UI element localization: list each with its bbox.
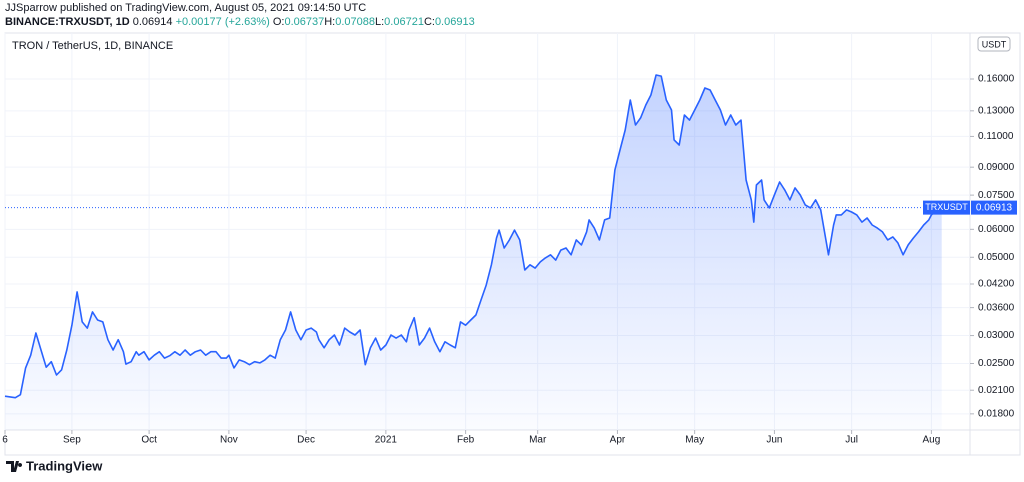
- logo-text: TradingView: [26, 458, 103, 473]
- y-tick-label: 0.01800: [978, 408, 1015, 419]
- symbol: BINANCE:TRXUSDT, 1D: [5, 16, 130, 28]
- y-tick-label: 0.04200: [978, 279, 1015, 290]
- symbol-line: BINANCE:TRXUSDT, 1D 0.06914 +0.00177 (+2…: [5, 16, 475, 28]
- y-tick-label: 0.06000: [978, 224, 1015, 235]
- x-tick-label: Sep: [63, 435, 81, 446]
- price-line: [4, 74, 943, 399]
- y-tick-label: 0.03000: [978, 330, 1015, 341]
- symbol-tag-label: TRXUSDT: [925, 202, 968, 212]
- ohlc-value: 0.07088: [335, 16, 375, 28]
- ohlc-value: 0.06737: [284, 16, 325, 28]
- y-tick-label: 0.02500: [978, 358, 1015, 369]
- x-tick-label: Feb: [457, 435, 475, 446]
- logo: TradingView: [6, 458, 103, 473]
- x-tick-label: Aug: [923, 435, 941, 446]
- area-fill: [5, 75, 942, 430]
- x-tick-label: Mar: [529, 435, 547, 446]
- y-tick-label: 0.05000: [978, 252, 1015, 263]
- x-tick-label: May: [685, 435, 704, 446]
- currency[interactable]: USDT: [982, 39, 1007, 49]
- ohlc-value: 0.06721: [384, 16, 424, 28]
- symbol-tag: [923, 200, 970, 215]
- y-tick-label: 0.03600: [978, 302, 1015, 313]
- ohlc-label: L:: [374, 16, 385, 28]
- plot: [4, 74, 970, 430]
- currency-box[interactable]: [977, 36, 1011, 52]
- y-tick-label: 0.16000: [978, 74, 1015, 85]
- ohlc-value: 0.06913: [434, 16, 475, 28]
- chart-title: TRON / TetherUS, 1D, BINANCE: [12, 40, 173, 52]
- price-tag-label: 0.06913: [976, 202, 1013, 213]
- ohlc-label: H:: [324, 16, 336, 28]
- price-tag: [971, 200, 1017, 215]
- axes: 0.16000 0.13000 0.11000 0.09000 0.07500 0.060…: [2, 74, 1017, 446]
- publisher-line: JJSparrow published on TradingView.com, …: [5, 2, 367, 14]
- ohlc: O:0.06737H:0.07088L:0.06721C:0.06913: [273, 16, 475, 28]
- x-tick-label: Apr: [610, 435, 626, 446]
- ohlc-label: O:: [272, 16, 285, 28]
- x-tick-label: Jul: [845, 435, 858, 446]
- logo-icon: [6, 461, 23, 472]
- x-tick-label: 2021: [375, 435, 398, 446]
- y-tick-label: 0.07500: [978, 190, 1015, 201]
- x-tick-label: Oct: [141, 435, 157, 446]
- ohlc-label: C:: [423, 16, 435, 28]
- y-tick-label: 0.11000: [978, 131, 1014, 142]
- y-tick-label: 0.09000: [978, 162, 1015, 173]
- last-price: 0.06914: [132, 16, 173, 28]
- x-tick-label: 6: [2, 435, 8, 446]
- change: +0.00177 (+2.63%): [175, 16, 270, 28]
- y-tick-label: 0.13000: [978, 105, 1015, 116]
- y-tick-label: 0.02100: [978, 385, 1015, 396]
- x-tick-label: Dec: [297, 435, 315, 446]
- x-tick-label: Jun: [766, 435, 782, 446]
- x-tick-label: Nov: [220, 435, 238, 446]
